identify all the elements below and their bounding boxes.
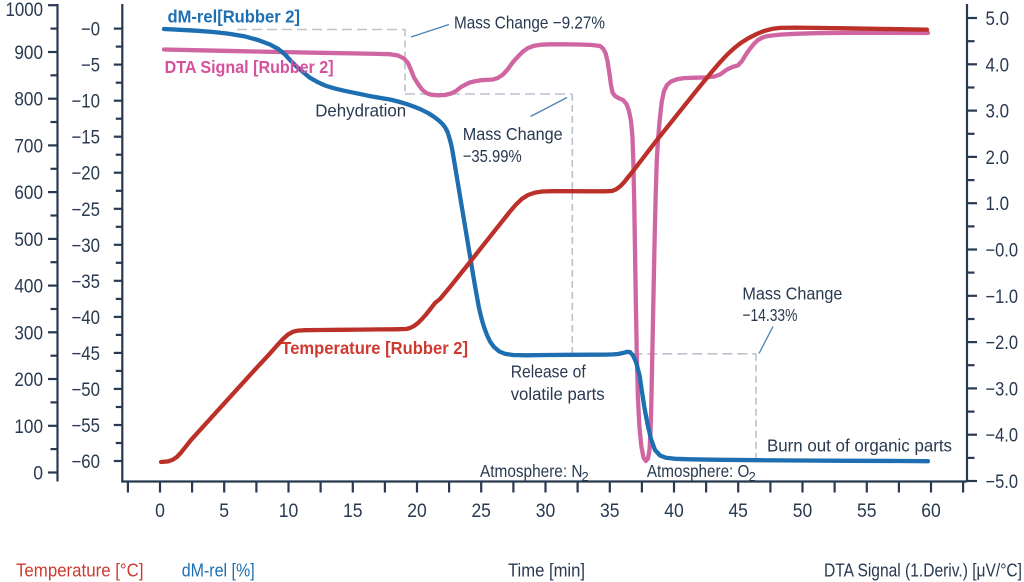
svg-text:10: 10 [279,500,299,522]
svg-text:Mass Change: Mass Change [463,124,563,144]
svg-text:60: 60 [921,500,941,522]
svg-text:DTA Signal (1.Deriv.) [μV/°C]: DTA Signal (1.Deriv.) [μV/°C] [824,561,1022,581]
svg-text:5.0: 5.0 [986,8,1010,30]
svg-text:−5: −5 [81,55,100,77]
svg-text:−35: −35 [72,271,101,293]
svg-text:20: 20 [407,500,427,522]
svg-text:2: 2 [582,469,589,484]
svg-text:55: 55 [857,500,877,522]
svg-text:Temperature [Rubber 2]: Temperature [Rubber 2] [281,338,468,358]
svg-text:Atmosphere: N: Atmosphere: N [480,461,583,481]
svg-text:500: 500 [14,229,43,251]
svg-text:volatile parts: volatile parts [511,384,605,404]
svg-text:Atmosphere: O: Atmosphere: O [647,461,750,481]
svg-text:2: 2 [749,469,756,484]
svg-text:−0: −0 [81,19,100,41]
svg-text:Temperature [°C]: Temperature [°C] [16,561,144,581]
svg-text:−3.0: −3.0 [986,378,1019,400]
svg-text:400: 400 [14,276,43,298]
svg-text:1000: 1000 [6,0,44,21]
svg-text:Release of: Release of [511,361,586,381]
svg-text:−60: −60 [72,451,101,473]
svg-text:−25: −25 [72,199,101,221]
svg-text:25: 25 [471,500,491,522]
svg-text:dM-rel[Rubber 2]: dM-rel[Rubber 2] [168,6,301,26]
svg-text:−55: −55 [72,415,101,437]
svg-text:−50: −50 [72,379,101,401]
svg-text:−20: −20 [72,163,101,185]
svg-text:2.0: 2.0 [986,147,1010,169]
svg-text:−10: −10 [72,91,101,113]
svg-text:15: 15 [343,500,363,522]
svg-text:DTA Signal [Rubber 2]: DTA Signal [Rubber 2] [165,57,334,77]
svg-text:−15: −15 [72,127,101,149]
svg-text:300: 300 [14,322,43,344]
svg-text:800: 800 [14,89,43,111]
svg-text:Mass Change −9.27%: Mass Change −9.27% [454,13,605,33]
svg-text:5: 5 [219,500,229,522]
svg-text:−30: −30 [72,235,101,257]
svg-text:200: 200 [14,369,43,391]
svg-text:900: 900 [14,42,43,64]
svg-text:600: 600 [14,182,43,204]
svg-text:45: 45 [728,500,748,522]
svg-text:−40: −40 [72,307,101,329]
svg-text:−5.0: −5.0 [986,471,1019,493]
svg-text:−4.0: −4.0 [986,425,1019,447]
svg-text:Mass Change: Mass Change [742,284,842,304]
svg-text:30: 30 [536,500,556,522]
svg-text:1.0: 1.0 [986,193,1010,215]
svg-text:−0.0: −0.0 [986,240,1019,262]
svg-text:0: 0 [155,500,165,522]
svg-text:50: 50 [793,500,813,522]
svg-text:−2.0: −2.0 [986,332,1019,354]
svg-text:40: 40 [664,500,684,522]
svg-text:700: 700 [14,135,43,157]
svg-text:−14.33%: −14.33% [742,305,797,325]
svg-text:dM-rel [%]: dM-rel [%] [182,561,255,581]
svg-text:Time [min]: Time [min] [508,561,585,581]
svg-text:4.0: 4.0 [986,54,1010,76]
svg-text:Burn out of organic parts: Burn out of organic parts [767,436,952,456]
svg-text:0: 0 [33,463,43,485]
svg-text:−45: −45 [72,343,101,365]
svg-text:−35.99%: −35.99% [463,146,522,166]
svg-text:−1.0: −1.0 [986,286,1019,308]
svg-text:Dehydration: Dehydration [315,101,406,121]
svg-text:35: 35 [600,500,620,522]
svg-text:100: 100 [14,416,43,438]
svg-text:3.0: 3.0 [986,101,1010,123]
